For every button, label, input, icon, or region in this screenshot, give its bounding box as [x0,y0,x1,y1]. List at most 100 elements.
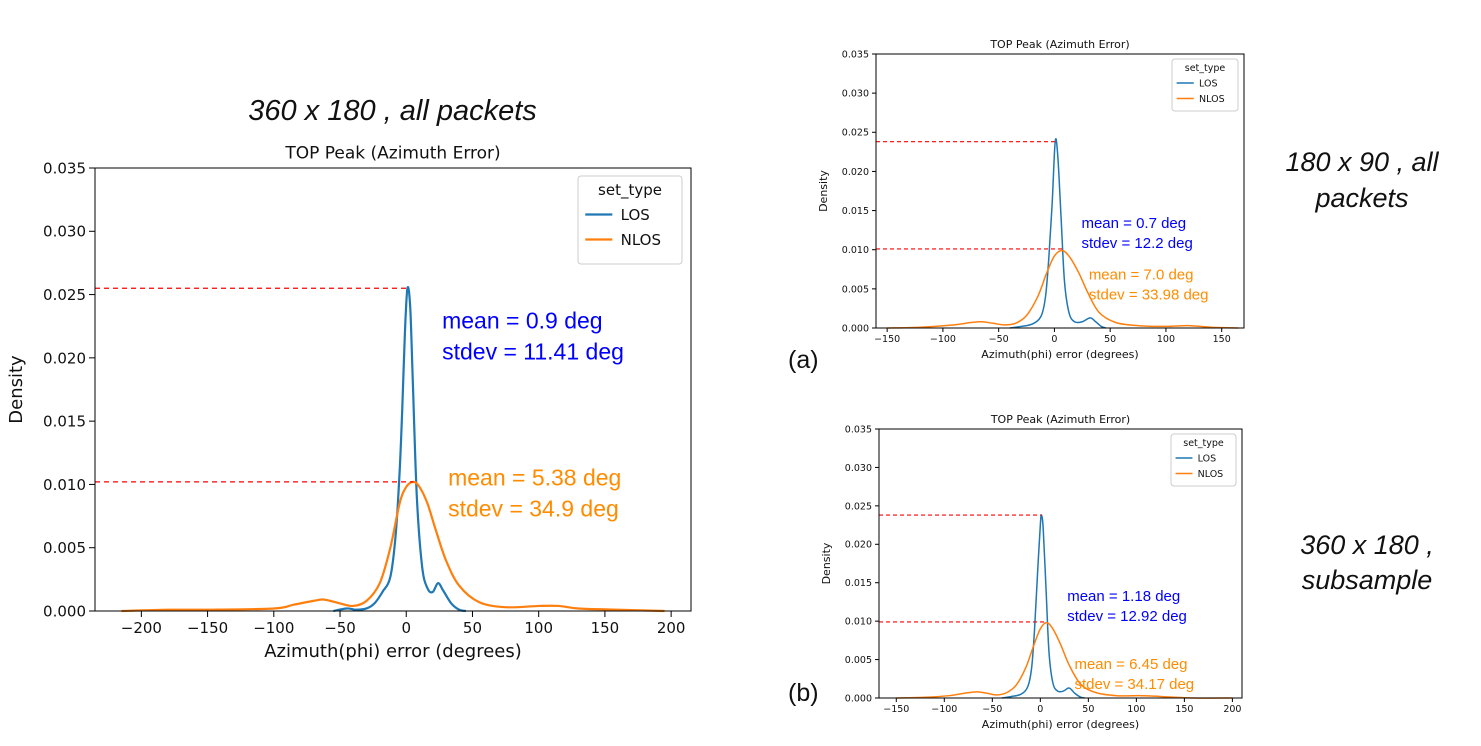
x-tick-label: 50 [463,619,482,637]
y-tick-label: 0.010 [43,476,86,494]
series-line-los [1009,138,1106,329]
chart-title: TOP Peak (Azimuth Error) [284,144,500,164]
y-tick-label: 0.035 [845,424,872,435]
caption-a-line1: 180 x 90 , all [1285,147,1439,177]
y-tick-label: 0.020 [43,349,86,367]
legend: set_type LOS NLOS [1170,433,1237,487]
x-tick-label: −50 [989,334,1009,345]
los-stats-line-0: mean = 0.9 deg [442,308,602,334]
x-tick-label: 100 [1127,704,1145,715]
panel-label-a: (a) [788,346,819,374]
x-tick-label: 100 [1157,334,1175,345]
y-axis-label: Density [820,542,833,584]
nlos-stats-line-1: stdev = 34.9 deg [448,496,619,522]
los-stats-line-1: stdev = 11.41 deg [442,339,624,365]
x-tick-label: 50 [1082,704,1094,715]
y-tick-label: 0.025 [43,286,86,304]
x-tick-label: 200 [657,619,686,637]
y-tick-label: 0.030 [842,89,869,100]
legend: set_type LOS NLOS [577,175,683,265]
y-tick-label: 0.005 [43,539,86,557]
y-tick-label: 0.020 [845,540,872,551]
series-line-los [333,286,467,613]
x-tick-label: 0 [1051,334,1057,345]
legend-label-nlos: NLOS [1198,469,1224,480]
x-tick-label: −50 [982,704,1002,715]
y-tick-label: 0.005 [842,284,869,295]
x-tick-label: −100 [930,334,956,345]
chart-title: TOP Peak (Azimuth Error) [990,413,1130,426]
y-tick-label: 0.020 [842,167,869,178]
legend-label-los: LOS [1199,78,1217,89]
series-line-nlos [121,480,665,613]
x-axis-label: Azimuth(phi) error (degrees) [264,641,522,662]
x-tick-label: 0 [401,619,411,637]
x-axis-label: Azimuth(phi) error (degrees) [982,718,1139,731]
caption-b-line2: subsample [1301,565,1433,595]
nlos-stats-line-0: mean = 5.38 deg [448,465,621,491]
y-tick-label: 0.035 [43,159,86,177]
chart-0: TOP Peak (Azimuth Error) −200 −150 −100 −50 0… [6,144,692,662]
legend-title: set_type [1183,438,1224,449]
nlos-stats-line-1: stdev = 33.98 deg [1089,286,1209,303]
los-stats-line-1: stdev = 12.92 deg [1067,608,1187,625]
x-tick-label: −150 [874,334,900,345]
y-tick-label: 0.000 [842,323,869,334]
y-tick-label: 0.025 [842,128,869,139]
legend-label-nlos: NLOS [621,231,661,249]
legend-title: set_type [598,181,662,200]
y-tick-label: 0.010 [845,617,872,628]
x-tick-label: −100 [931,704,957,715]
x-tick-label: −200 [121,619,162,637]
x-tick-label: 150 [1175,704,1193,715]
x-tick-label: 150 [1213,334,1231,345]
y-tick-label: 0.000 [845,693,872,704]
x-tick-label: 0 [1037,704,1043,715]
los-stats-line-0: mean = 1.18 deg [1067,588,1180,605]
chart-title: TOP Peak (Azimuth Error) [989,38,1129,51]
series-line-nlos [887,249,1239,329]
y-tick-label: 0.015 [43,413,86,431]
caption-a-line2: packets [1315,183,1409,213]
nlos-stats-line-0: mean = 6.45 deg [1074,656,1187,673]
plot-frame [875,53,1245,329]
y-axis-label: Density [817,170,830,212]
y-tick-label: 0.015 [845,578,872,589]
y-tick-label: 0.035 [842,49,869,60]
x-tick-label: 200 [1223,704,1241,715]
legend: set_type LOS NLOS [1171,58,1239,112]
chart-1: TOP Peak (Azimuth Error) −150 −100 −50 0 50 10… [817,38,1245,361]
los-stats-line-1: stdev = 12.2 deg [1081,235,1192,252]
y-tick-label: 0.030 [845,463,872,474]
x-tick-label: 150 [591,619,620,637]
plot-frame [94,167,692,612]
y-tick-label: 0.000 [43,602,86,620]
chart-2: TOP Peak (Azimuth Error) −150 −100 −50 0 50 10… [820,413,1243,731]
y-tick-label: 0.025 [845,501,872,512]
legend-label-los: LOS [1198,453,1216,464]
x-tick-label: 50 [1104,334,1116,345]
y-tick-label: 0.005 [845,655,872,666]
nlos-stats-line-0: mean = 7.0 deg [1089,266,1194,283]
x-axis-label: Azimuth(phi) error (degrees) [981,348,1138,361]
y-tick-label: 0.015 [842,206,869,217]
caption-main: 360 x 180 , all packets [248,95,537,127]
x-tick-label: −150 [883,704,909,715]
x-tick-label: 100 [524,619,553,637]
legend-label-los: LOS [621,206,650,224]
series-line-nlos [896,621,1233,699]
y-tick-label: 0.030 [43,223,86,241]
x-tick-label: −50 [324,619,356,637]
caption-b-line1: 360 x 180 , [1300,530,1434,560]
plot-frame [878,428,1243,699]
x-tick-label: −150 [187,619,228,637]
legend-title: set_type [1185,63,1226,74]
y-axis-label: Density [6,355,27,424]
y-tick-label: 0.010 [842,245,869,256]
legend-label-nlos: NLOS [1199,94,1225,105]
legend-box [577,175,683,265]
nlos-stats-line-1: stdev = 34.17 deg [1074,676,1194,693]
series-line-los [1001,514,1085,699]
x-tick-label: −100 [253,619,294,637]
